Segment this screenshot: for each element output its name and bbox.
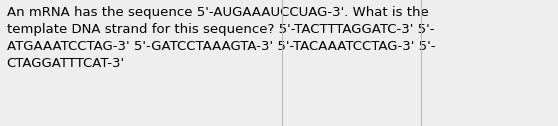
Text: An mRNA has the sequence 5'-AUGAAAUCCUAG-3'. What is the
template DNA strand for: An mRNA has the sequence 5'-AUGAAAUCCUAG… — [7, 6, 435, 70]
